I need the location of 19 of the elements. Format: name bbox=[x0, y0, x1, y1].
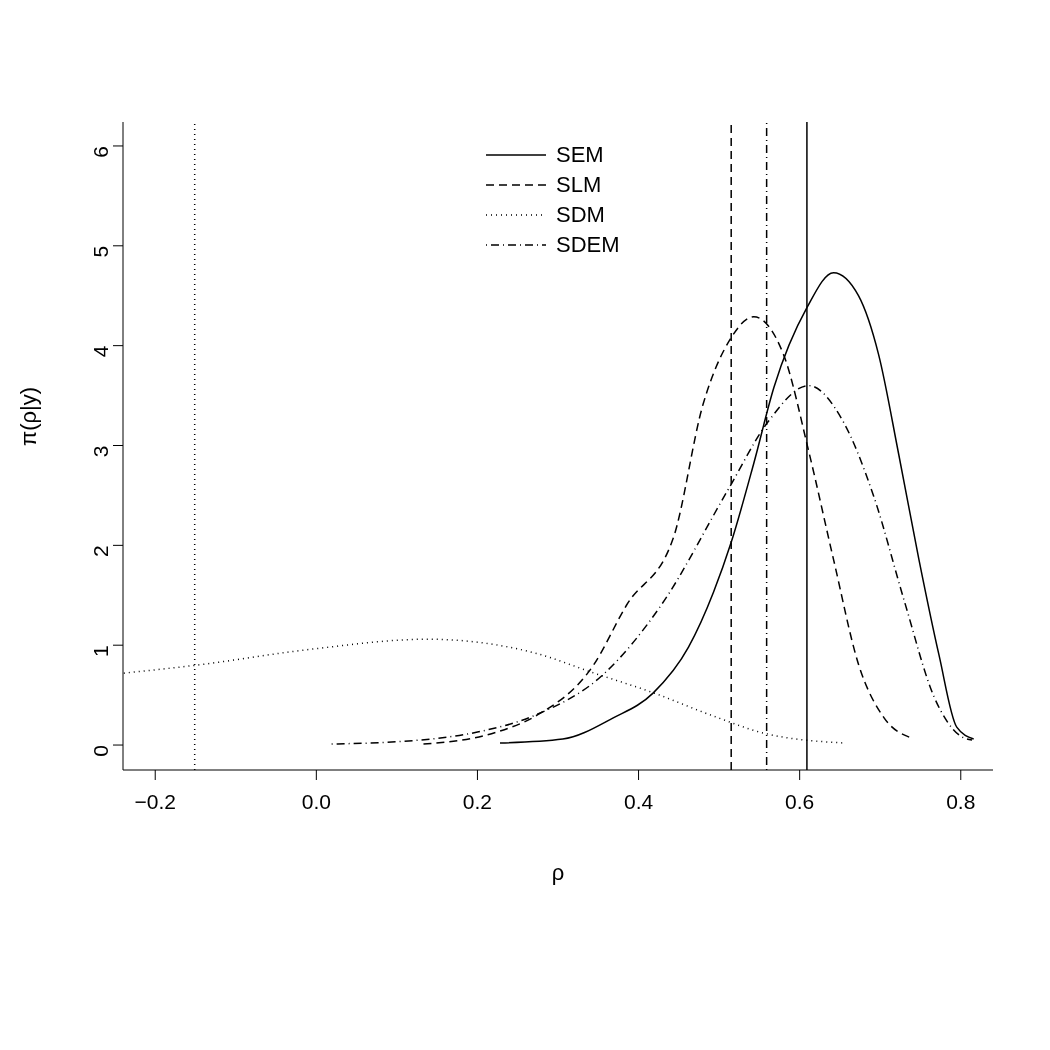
x-tick-label: 0.8 bbox=[946, 789, 976, 813]
x-tick-label: 0.0 bbox=[301, 789, 331, 813]
y-tick-label: 4 bbox=[89, 345, 113, 358]
x-tick-label: −0.2 bbox=[134, 789, 176, 813]
x-tick-label: 0.4 bbox=[623, 789, 654, 813]
y-tick-label: 2 bbox=[89, 545, 113, 558]
y-tick-label: 0 bbox=[89, 745, 113, 757]
y-tick-label: 3 bbox=[89, 445, 113, 458]
y-tick-label: 5 bbox=[89, 245, 113, 258]
x-axis-title: ρ bbox=[551, 860, 565, 885]
x-tick-label: 0.2 bbox=[462, 789, 493, 813]
legend-label: SDEM bbox=[556, 232, 620, 258]
y-tick-label: 1 bbox=[89, 645, 113, 657]
y-tick-label: 6 bbox=[89, 145, 113, 158]
legend-label: SDM bbox=[556, 202, 605, 228]
x-tick-label: 0.6 bbox=[785, 789, 815, 813]
legend-label: SEM bbox=[556, 142, 604, 168]
y-axis-title: π(ρ|y) bbox=[15, 386, 41, 446]
legend-label: SLM bbox=[556, 172, 602, 198]
